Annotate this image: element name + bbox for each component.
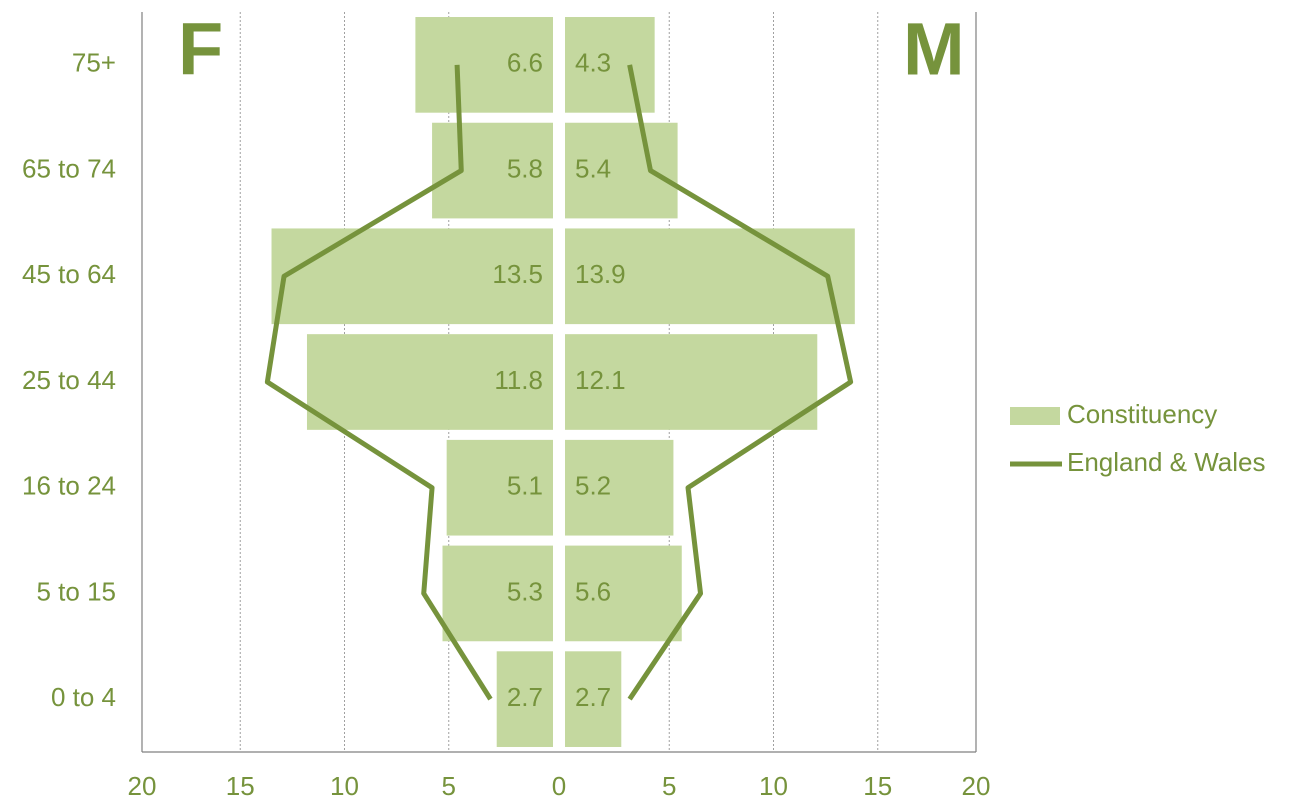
bar-male [565, 122, 678, 219]
data-label-female: 5.8 [507, 153, 543, 183]
category-label: 25 to 44 [22, 365, 116, 395]
legend-swatch-constituency [1010, 407, 1060, 425]
bar-male [565, 545, 682, 642]
bar-female [432, 122, 553, 219]
x-tick-label: 15 [226, 771, 255, 799]
axes: 20 15 10 5 0 5 10 15 20 0 to 4 5 to 15 16 to 24 25 t… [22, 12, 990, 799]
category-label: 45 to 64 [22, 259, 116, 289]
category-label: 65 to 74 [22, 153, 116, 183]
category-label: 16 to 24 [22, 471, 116, 501]
data-label-female: 11.8 [494, 365, 543, 395]
x-tick-label: 5 [442, 771, 456, 799]
x-tick-label: 20 [962, 771, 991, 799]
data-label-male: 12.1 [575, 365, 626, 395]
x-tick-label: 0 [552, 771, 566, 799]
data-label-male: 5.6 [575, 576, 611, 606]
category-label: 5 to 15 [36, 576, 116, 606]
line-england-wales-female [264, 64, 493, 701]
bar-female [415, 17, 553, 113]
female-panel-label: F [178, 8, 223, 91]
data-label-male: 5.4 [575, 153, 611, 183]
legend-label-constituency: Constituency [1067, 399, 1217, 429]
bar-female [496, 651, 553, 747]
x-tick-label: 5 [662, 771, 676, 799]
data-label-female: 5.3 [507, 576, 543, 606]
line-england-wales-male [627, 64, 854, 701]
bar-male [565, 651, 622, 747]
england-wales-lines [264, 64, 854, 701]
data-label-female: 13.5 [492, 259, 543, 289]
x-tick-label: 20 [128, 771, 157, 799]
data-label-male: 2.7 [575, 682, 611, 712]
bar-male [565, 334, 818, 430]
legend: Constituency England & Wales [1010, 399, 1265, 477]
category-label: 75+ [72, 48, 116, 78]
legend-label-england-wales: England & Wales [1067, 447, 1265, 477]
male-panel-label: M [903, 8, 965, 91]
x-tick-label: 15 [863, 771, 892, 799]
bar-female [442, 545, 553, 642]
data-label-male: 13.9 [575, 259, 626, 289]
bar-female [271, 228, 553, 325]
bar-female [306, 334, 553, 430]
data-label-male: 5.2 [575, 471, 611, 501]
bar-male [565, 439, 674, 536]
bar-female [446, 439, 553, 536]
constituency-bars [271, 17, 855, 747]
bar-male [565, 228, 855, 325]
x-tick-label: 10 [330, 771, 359, 799]
data-label-male: 4.3 [575, 48, 611, 78]
bar-male [565, 17, 655, 113]
data-label-female: 5.1 [507, 471, 543, 501]
x-tick-label: 10 [759, 771, 788, 799]
data-label-female: 6.6 [507, 48, 543, 78]
data-label-female: 2.7 [507, 682, 543, 712]
data-labels: 2.7 2.7 5.3 5.6 5.1 5.2 11.8 12.1 13.5 13.9 5.8 5.4… [492, 48, 625, 712]
category-label: 0 to 4 [51, 682, 116, 712]
